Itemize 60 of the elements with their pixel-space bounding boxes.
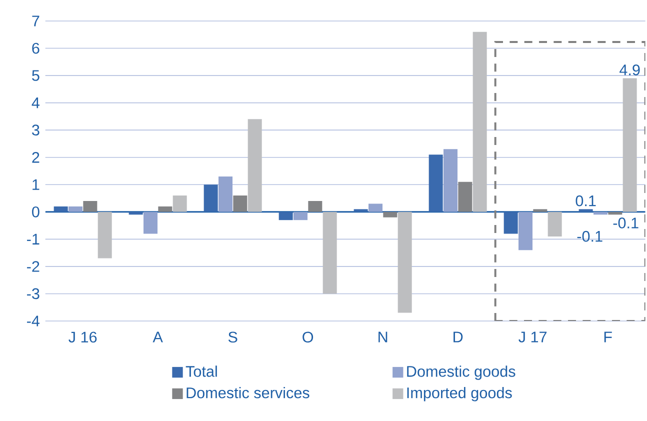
- legend-label: Domestic services: [186, 387, 310, 398]
- y-tick-label: 3: [32, 124, 40, 136]
- y-tick-label: 6: [32, 42, 40, 54]
- y-tick-label: 5: [32, 70, 40, 81]
- bar: [204, 184, 218, 212]
- bar: [83, 200, 98, 212]
- bar: [383, 212, 398, 218]
- y-tick-label: 7: [32, 16, 40, 26]
- bar: [354, 209, 368, 212]
- bar: [248, 119, 262, 212]
- y-tick-label: -3: [27, 288, 40, 300]
- x-tick-label: S: [228, 332, 238, 343]
- bar: [128, 212, 143, 215]
- y-tick-label: -4: [27, 316, 40, 326]
- bar: [593, 212, 608, 215]
- bar: [368, 204, 383, 212]
- bar: [158, 206, 172, 212]
- y-tick-label: -1: [27, 234, 40, 244]
- x-tick-label: F: [604, 332, 612, 342]
- bar: [518, 212, 532, 250]
- x-tick-label: J 16: [68, 332, 97, 343]
- legend-label: Imported goods: [407, 387, 512, 402]
- bar: [294, 212, 308, 220]
- data-label: 0.1: [576, 195, 596, 206]
- x-tick-label: N: [378, 332, 388, 342]
- bar: [278, 212, 293, 220]
- bar: [622, 78, 637, 212]
- data-label: -0.1: [577, 230, 602, 242]
- x-tick-label: D: [454, 332, 463, 342]
- bar: [533, 209, 548, 212]
- y-tick-label: 0: [32, 206, 40, 218]
- bar: [144, 212, 158, 234]
- bar: [308, 200, 322, 212]
- bar: [428, 154, 443, 212]
- bar: [444, 149, 458, 212]
- bar: [68, 206, 83, 212]
- bar: [504, 212, 518, 234]
- bar: [98, 212, 112, 258]
- y-tick-label: 1: [32, 179, 40, 190]
- x-tick-label: J 17: [518, 332, 547, 342]
- legend-label: Domestic goods: [407, 366, 516, 380]
- bar: [458, 182, 472, 212]
- data-label: 4.9: [620, 64, 640, 76]
- legend-label: Total: [186, 366, 217, 377]
- bar: [172, 196, 187, 212]
- bar: [472, 32, 487, 212]
- x-tick-label: A: [152, 332, 163, 342]
- bar: [218, 176, 233, 212]
- y-tick-label: -2: [27, 261, 40, 272]
- bar: [548, 212, 562, 236]
- bar: [54, 206, 68, 212]
- bar: [608, 212, 622, 215]
- bar: [398, 212, 412, 313]
- y-tick-label: 2: [32, 152, 40, 163]
- y-tick-label: 4: [32, 98, 40, 108]
- bar: [322, 212, 337, 294]
- bar: [578, 209, 593, 212]
- bar: [233, 196, 248, 212]
- x-tick-label: O: [302, 332, 314, 343]
- data-label: -0.1: [613, 218, 638, 228]
